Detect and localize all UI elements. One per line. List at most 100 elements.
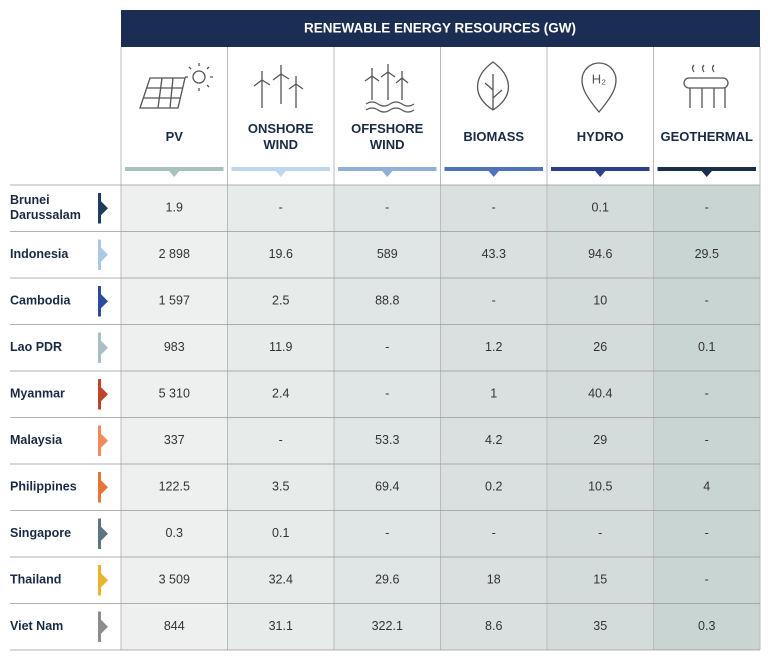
cell-value: 337: [164, 433, 185, 447]
country-label: Brunei Darussalam: [10, 193, 81, 222]
cell-value: -: [705, 526, 709, 540]
cell-value: 589: [377, 247, 398, 261]
cell-value: 0.1: [272, 526, 289, 540]
country-marker: [98, 518, 101, 549]
country-marker-arrow: [101, 526, 108, 541]
cell-value: -: [705, 294, 709, 308]
country-label: Philippines: [10, 480, 77, 494]
country-label: Singapore: [10, 526, 71, 540]
text-line: Cambodia: [10, 294, 71, 308]
country-marker: [98, 239, 101, 270]
h2-icon-text: H₂: [592, 71, 606, 86]
cell-value: 0.3: [698, 619, 715, 633]
country-marker: [98, 565, 101, 596]
cell-value: 40.4: [588, 387, 612, 401]
text-line: Darussalam: [10, 208, 81, 222]
column-underline: [657, 167, 756, 171]
cell-value: 53.3: [375, 433, 399, 447]
cell-value: 983: [164, 340, 185, 354]
cell-value: -: [598, 526, 602, 540]
cell-value: 88.8: [375, 294, 399, 308]
cell-value: -: [385, 526, 389, 540]
cell-value: 69.4: [375, 480, 399, 494]
country-marker-arrow: [101, 433, 108, 448]
cell-value: 35: [593, 619, 607, 633]
cell-value: 29: [593, 433, 607, 447]
cell-value: 844: [164, 619, 185, 633]
text-line: WIND: [370, 137, 405, 152]
country-marker-arrow: [101, 247, 108, 262]
cell-value: 29.6: [375, 573, 399, 587]
column-arrow: [594, 170, 607, 177]
country-label: Malaysia: [10, 433, 63, 447]
cell-value: 43.3: [482, 247, 506, 261]
cell-value: 3.5: [272, 480, 289, 494]
text-line: Philippines: [10, 480, 77, 494]
column-header: BIOMASS: [463, 129, 524, 144]
cell-value: 322.1: [372, 619, 403, 633]
column-arrow: [487, 170, 500, 177]
icons: H₂: [139, 61, 729, 114]
cell-value: 26: [593, 340, 607, 354]
cell-value: 1.9: [166, 201, 183, 215]
header-bar: [121, 10, 760, 47]
header-title: RENEWABLE ENERGY RESOURCES (GW): [304, 21, 576, 36]
country-marker-arrow: [101, 294, 108, 309]
text-line: Viet Nam: [10, 619, 63, 633]
country-marker-arrow: [101, 387, 108, 402]
country-marker-arrow: [101, 201, 108, 216]
cell-value: -: [705, 201, 709, 215]
cell-value: -: [492, 294, 496, 308]
country-label: Viet Nam: [10, 619, 63, 633]
country-label: Myanmar: [10, 387, 65, 401]
cell-value: -: [385, 201, 389, 215]
country-marker-arrow: [101, 340, 108, 355]
cell-value: -: [492, 201, 496, 215]
cell-value: 4: [703, 480, 710, 494]
text-line: BIOMASS: [463, 129, 524, 144]
cell-value: 10: [593, 294, 607, 308]
cell-value: -: [705, 433, 709, 447]
country-label: Indonesia: [10, 247, 69, 261]
cell-value: -: [385, 340, 389, 354]
column-underline: [444, 167, 543, 171]
country-marker: [98, 193, 101, 224]
text-line: PV: [166, 129, 184, 144]
cell-value: -: [492, 526, 496, 540]
country-marker-arrow: [101, 480, 108, 495]
column-arrow: [168, 170, 181, 177]
text-line: Lao PDR: [10, 340, 62, 354]
column-header: ONSHORE WIND: [248, 121, 314, 152]
country-marker-arrow: [101, 573, 108, 588]
cell-value: 15: [593, 573, 607, 587]
country-label: Thailand: [10, 573, 61, 587]
cell-value: 1.2: [485, 340, 502, 354]
country-marker: [98, 332, 101, 363]
country-marker: [98, 379, 101, 410]
column-header: PV: [166, 129, 184, 144]
cell-value: -: [705, 387, 709, 401]
cell-value: 1 597: [159, 294, 190, 308]
cell-value: 5 310: [159, 387, 190, 401]
text-line: Singapore: [10, 526, 71, 540]
country-label: Lao PDR: [10, 340, 62, 354]
cell-value: 0.1: [592, 201, 609, 215]
cell-value: 0.1: [698, 340, 715, 354]
cell-value: -: [705, 573, 709, 587]
cell-value: 10.5: [588, 480, 612, 494]
column-header: GEOTHERMAL: [661, 129, 754, 144]
column-underline: [338, 167, 437, 171]
text-line: Malaysia: [10, 433, 63, 447]
text-line: Thailand: [10, 573, 61, 587]
cell-value: -: [385, 387, 389, 401]
cell-value: 2.5: [272, 294, 289, 308]
text-line: Myanmar: [10, 387, 65, 401]
cell-value: 19.6: [269, 247, 293, 261]
cell-value: -: [279, 201, 283, 215]
column-underline: [231, 167, 330, 171]
text-line: Brunei: [10, 193, 50, 207]
column-header: OFFSHORE WIND: [351, 121, 424, 152]
cell-value: 94.6: [588, 247, 612, 261]
